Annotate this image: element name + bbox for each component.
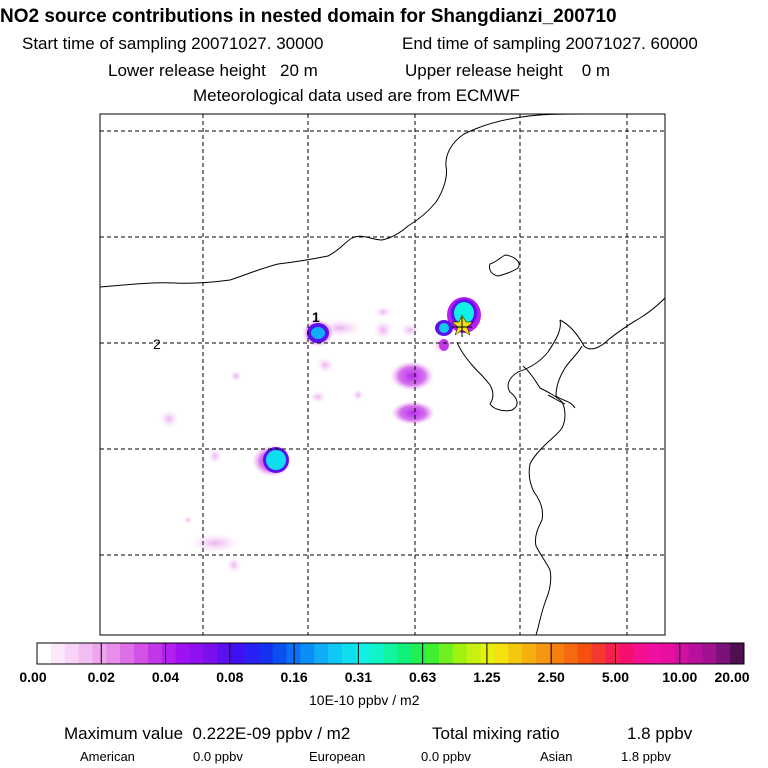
- colorbar-swatch: [660, 643, 676, 664]
- colorbar-tick-label: 0.02: [87, 669, 115, 685]
- colorbar-swatch: [328, 643, 343, 664]
- asian-value: 1.8 ppbv: [621, 749, 671, 764]
- colorbar-tick-label: 0.00: [19, 669, 47, 685]
- lower-release-label: Lower release height 20 m: [108, 61, 318, 80]
- colorbar-swatch: [466, 643, 482, 664]
- plume-faint: [159, 306, 448, 573]
- total-mixing-value: 1.8 ppbv: [627, 724, 693, 743]
- colorbar-swatch: [203, 643, 218, 664]
- colorbar-swatch: [106, 643, 121, 664]
- colorbar-swatch: [674, 643, 690, 664]
- colorbar-swatch: [563, 643, 579, 664]
- colorbar-swatch: [300, 643, 315, 664]
- colorbar-swatch: [341, 643, 357, 664]
- colorbar-unit-label: 10E-10 ppbv / m2: [309, 692, 420, 708]
- colorbar-swatch: [536, 643, 551, 664]
- marker-label-1: 1: [312, 309, 320, 325]
- colorbar-swatch: [452, 643, 468, 664]
- colorbar: [36, 642, 745, 665]
- european-value: 0.0 ppbv: [421, 749, 471, 764]
- map-frame: [99, 113, 666, 636]
- colorbar-swatch: [522, 643, 537, 664]
- colorbar-swatch: [161, 643, 177, 664]
- colorbar-swatch: [175, 643, 190, 664]
- colorbar-swatch: [633, 643, 648, 664]
- colorbar-swatch: [355, 643, 371, 664]
- colorbar-swatch: [134, 643, 149, 664]
- colorbar-swatch: [189, 643, 204, 664]
- colorbar-swatch: [397, 643, 412, 664]
- colorbar-swatch: [619, 643, 634, 664]
- colorbar-tick-label: 20.00: [714, 669, 750, 685]
- colorbar-tick-label: 1.25: [473, 669, 501, 685]
- colorbar-swatch: [147, 643, 163, 664]
- colorbar-swatch: [508, 643, 523, 664]
- plume-hotspots: [263, 297, 481, 473]
- map-coastlines: [100, 114, 665, 635]
- colorbar-swatch: [64, 643, 80, 664]
- end-time-label: End time of sampling 20071027. 60000: [402, 34, 698, 53]
- colorbar-tick-label: 5.00: [601, 669, 630, 685]
- upper-release-label: Upper release height 0 m: [405, 61, 611, 80]
- meteorological-label: Meteorological data used are from ECMWF: [193, 86, 520, 105]
- colorbar-swatch: [231, 643, 246, 664]
- colorbar-swatch: [411, 643, 426, 664]
- start-time-label: Start time of sampling 20071027. 30000: [22, 34, 324, 53]
- colorbar-tick-label: 0.63: [409, 669, 437, 685]
- colorbar-swatch: [646, 643, 662, 664]
- colorbar-swatch: [591, 643, 606, 664]
- asian-label: Asian: [540, 749, 573, 764]
- colorbar-swatch: [120, 643, 135, 664]
- colorbar-swatch: [702, 643, 717, 664]
- marker-label-2: 2: [153, 336, 161, 352]
- plot-title: NO2 source contributions in nested domai…: [0, 6, 617, 27]
- total-mixing-label: Total mixing ratio: [432, 724, 560, 743]
- colorbar-swatch: [258, 643, 274, 664]
- receptor-star-icon: [451, 314, 474, 337]
- european-label: European: [309, 749, 366, 764]
- max-value-label: Maximum value 0.222E-09 ppbv / m2: [64, 724, 351, 743]
- colorbar-swatch: [439, 643, 454, 664]
- american-label: American: [80, 749, 135, 764]
- colorbar-tick-label: 0.31: [344, 669, 372, 685]
- colorbar-swatch: [92, 643, 107, 664]
- colorbar-tick-label: 0.04: [151, 669, 180, 685]
- colorbar-swatch: [369, 643, 385, 664]
- map-gridlines: [100, 114, 665, 635]
- colorbar-swatch: [494, 643, 509, 664]
- american-value: 0.0 ppbv: [193, 749, 243, 764]
- colorbar-tick-label: 2.50: [537, 669, 565, 685]
- colorbar-swatch: [244, 643, 260, 664]
- colorbar-swatch: [480, 643, 495, 664]
- colorbar-tick-label: 10.00: [662, 669, 698, 685]
- colorbar-swatch: [217, 643, 232, 664]
- map-area: [100, 114, 665, 635]
- colorbar-swatch: [549, 643, 565, 664]
- colorbar-tick-label: 0.08: [216, 669, 244, 685]
- colorbar-swatch: [425, 643, 440, 664]
- colorbar-swatch: [577, 643, 593, 664]
- colorbar-swatch: [383, 643, 398, 664]
- colorbar-swatch: [272, 643, 288, 664]
- colorbar-swatch: [716, 643, 731, 664]
- colorbar-swatch: [730, 643, 745, 664]
- colorbar-tick-label: 0.16: [280, 669, 308, 685]
- colorbar-swatch: [314, 643, 329, 664]
- colorbar-swatch: [78, 643, 93, 664]
- colorbar-swatch: [688, 643, 703, 664]
- colorbar-swatch: [605, 643, 620, 664]
- colorbar-swatch: [37, 643, 52, 664]
- colorbar-swatch: [50, 643, 66, 664]
